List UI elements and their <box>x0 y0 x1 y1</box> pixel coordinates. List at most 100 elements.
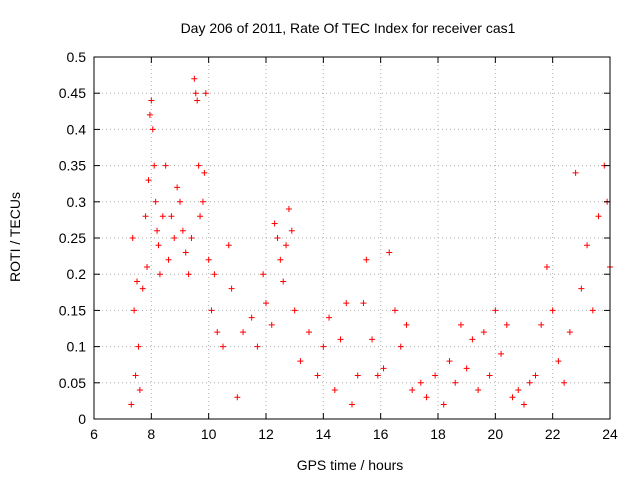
data-point <box>584 242 591 249</box>
data-point <box>202 90 209 97</box>
data-point <box>152 198 159 205</box>
chart-title: Day 206 of 2011, Rate Of TEC Index for r… <box>181 20 516 36</box>
data-point <box>142 213 149 220</box>
data-point <box>162 162 169 169</box>
data-point <box>492 307 499 314</box>
data-point <box>177 198 183 205</box>
data-point <box>349 401 355 408</box>
data-point <box>165 256 172 263</box>
data-point <box>369 336 376 343</box>
data-point <box>128 401 135 408</box>
grid <box>94 57 610 419</box>
x-tick-label: 20 <box>488 426 504 442</box>
data-point <box>268 321 275 328</box>
data-point <box>208 307 215 314</box>
data-point <box>532 372 539 379</box>
data-point <box>578 285 585 292</box>
data-point <box>205 256 212 263</box>
y-tick-label: 0.05 <box>59 375 86 391</box>
data-point <box>306 329 312 336</box>
data-point <box>543 263 550 270</box>
x-axis-label: GPS time / hours <box>297 457 404 473</box>
x-tick-label: 10 <box>201 426 217 442</box>
data-point <box>191 75 198 82</box>
data-point <box>498 350 505 357</box>
data-point <box>549 307 556 314</box>
data-point <box>515 387 522 394</box>
y-axis-label: ROTI / TECUs <box>7 192 23 282</box>
data-point <box>291 307 298 314</box>
data-point <box>566 329 573 336</box>
y-tick-label: 0.45 <box>59 85 86 101</box>
data-point <box>392 307 398 314</box>
y-tick-label: 0.1 <box>67 339 87 355</box>
y-tick-label: 0.3 <box>67 194 87 210</box>
data-point <box>380 365 387 372</box>
data-point <box>480 329 487 336</box>
data-point <box>254 343 261 350</box>
y-tick-label: 0.15 <box>59 302 86 318</box>
y-tick-label: 0.5 <box>67 49 87 65</box>
data-point <box>288 227 295 234</box>
data-point <box>274 235 281 241</box>
data-point <box>201 169 208 176</box>
data-point <box>240 329 247 336</box>
data-point <box>263 300 269 307</box>
data-point <box>149 126 156 133</box>
data-point <box>234 394 241 401</box>
data-point <box>509 394 516 401</box>
data-point <box>197 213 204 220</box>
data-point <box>589 307 596 314</box>
data-point <box>475 387 482 394</box>
data-point <box>446 358 453 365</box>
data-point <box>469 336 476 343</box>
data-point <box>417 379 424 386</box>
data-point <box>320 343 327 350</box>
data-point <box>595 213 602 220</box>
data-point <box>572 169 579 176</box>
y-tick-label: 0.4 <box>67 121 87 137</box>
data-point <box>526 379 533 386</box>
data-point <box>225 242 232 249</box>
data-point <box>354 372 361 379</box>
data-point <box>260 271 267 278</box>
data-point <box>555 358 562 365</box>
y-tick-labels: 0 0.05 0.1 0.15 0.2 0.25 0.3 0.35 0.4 0.45 0.5 <box>59 49 86 427</box>
axis-ticks <box>93 56 611 420</box>
data-point <box>199 198 206 205</box>
data-point <box>159 213 166 220</box>
x-tick-label: 22 <box>545 426 561 442</box>
x-tick-label: 16 <box>373 426 389 442</box>
data-point <box>440 401 447 408</box>
data-point <box>220 343 226 350</box>
data-point <box>139 285 146 292</box>
data-point <box>331 387 338 394</box>
data-point <box>136 387 143 394</box>
data-point <box>297 358 304 365</box>
data-point <box>228 285 235 292</box>
data-point <box>156 271 163 278</box>
data-point <box>214 329 221 336</box>
data-point <box>360 300 367 307</box>
data-point <box>423 394 430 401</box>
x-tick-label: 8 <box>147 426 155 442</box>
data-point <box>457 321 464 328</box>
data-point <box>280 278 287 285</box>
data-point <box>134 278 140 285</box>
data-point <box>432 372 439 379</box>
data-point <box>343 300 350 307</box>
data-point <box>192 90 199 97</box>
x-tick-label: 24 <box>602 426 618 442</box>
data-point <box>314 372 321 379</box>
data-point <box>409 387 416 394</box>
data-point <box>397 343 404 350</box>
data-point <box>326 314 333 321</box>
x-tick-label: 6 <box>90 426 98 442</box>
data-point <box>154 227 161 234</box>
data-point <box>285 206 292 213</box>
data-point <box>148 97 155 104</box>
data-point <box>337 336 344 343</box>
data-point <box>374 372 381 379</box>
data-point <box>521 401 527 408</box>
